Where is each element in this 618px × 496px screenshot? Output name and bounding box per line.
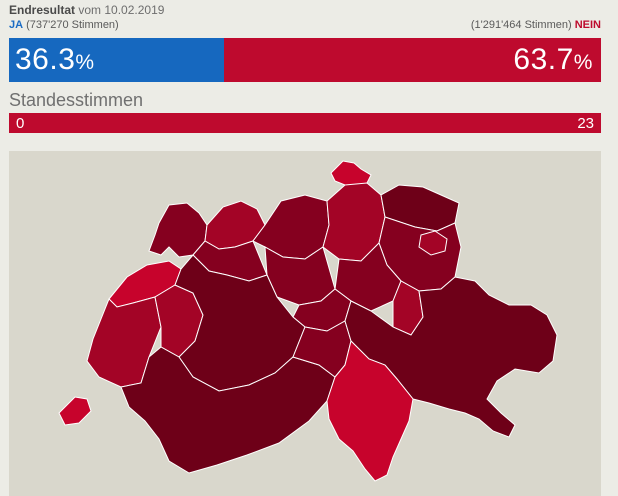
canton-region-schaffhausen[interactable] xyxy=(330,160,372,188)
canton-votes-bar: 0 23 xyxy=(9,113,601,133)
canton-no-count: 23 xyxy=(577,115,594,132)
no-label: NEIN xyxy=(574,19,601,31)
canton-region-aargau[interactable] xyxy=(252,194,330,260)
canton-region-geneva[interactable] xyxy=(58,396,92,426)
vote-counts: JA (737'270 Stimmen) (1'291'464 Stimmen)… xyxy=(9,19,601,33)
no-percentage: 63.7% xyxy=(513,43,593,77)
canton-yes-count: 0 xyxy=(16,115,25,132)
yes-bar-segment: 36.3% xyxy=(9,38,224,82)
yes-percent-value: 36.3 xyxy=(15,43,76,76)
switzerland-map xyxy=(9,151,601,496)
canton-region-appenzell[interactable] xyxy=(418,230,448,256)
result-bar: 36.3% 63.7% xyxy=(9,38,601,82)
no-percent-sign: % xyxy=(573,51,593,74)
no-count-group: (1'291'464 Stimmen) NEIN xyxy=(471,19,601,31)
yes-label: JA xyxy=(9,19,24,31)
canton-region-vaud[interactable] xyxy=(86,296,162,388)
result-date: vom 10.02.2019 xyxy=(78,3,165,17)
switzerland-map-svg xyxy=(58,160,558,482)
yes-percent-sign: % xyxy=(75,51,95,74)
result-header: Endresultat vom 10.02.2019 xyxy=(9,3,164,17)
no-bar-segment: 63.7% xyxy=(223,38,601,82)
no-vote-count: (1'291'464 Stimmen) xyxy=(470,19,572,31)
canton-region-jura[interactable] xyxy=(148,202,208,258)
yes-count-group: JA (737'270 Stimmen) xyxy=(9,19,119,31)
yes-percentage: 36.3% xyxy=(15,43,95,77)
canton-region-ticino[interactable] xyxy=(326,340,414,482)
yes-vote-count: (737'270 Stimmen) xyxy=(26,19,119,31)
canton-region-graubuenden[interactable] xyxy=(344,276,558,438)
result-label: Endresultat xyxy=(9,3,76,17)
canton-votes-title: Standesstimmen xyxy=(9,90,144,110)
no-percent-value: 63.7 xyxy=(513,43,574,76)
